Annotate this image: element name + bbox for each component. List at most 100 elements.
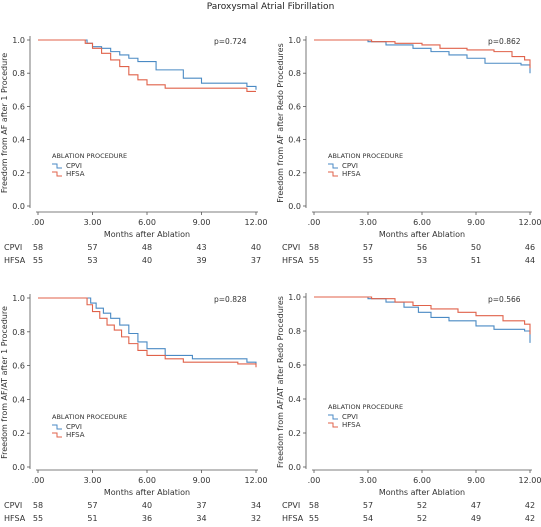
risk-count: 57 bbox=[363, 501, 373, 510]
legend-label-hfsa: HFSA bbox=[66, 170, 85, 178]
y-tick-label: 0.2 bbox=[12, 429, 25, 438]
legend-swatch-cpvi bbox=[328, 414, 338, 420]
risk-count: 40 bbox=[251, 243, 261, 252]
risk-count: 42 bbox=[525, 514, 535, 523]
y-tick-label: 0.2 bbox=[288, 169, 301, 178]
x-tick-label: 9.00 bbox=[467, 218, 485, 227]
risk-count: 51 bbox=[87, 514, 97, 523]
legend-title: ABLATION PROCEDURE bbox=[52, 413, 127, 421]
x-tick-label: 6.00 bbox=[138, 218, 156, 227]
risk-row-label: CPVI bbox=[4, 501, 22, 510]
km-curve-cpvi bbox=[314, 296, 531, 343]
x-tick-label: .00 bbox=[308, 218, 321, 227]
y-tick-label: 0.4 bbox=[288, 395, 301, 404]
km-panel-4: 0.0 0.2 0.4 0.6 0.8 1.0 .00 3.00 6.00 9.00 12.00 Mo… bbox=[276, 293, 541, 523]
risk-count: 55 bbox=[309, 514, 319, 523]
risk-count: 34 bbox=[196, 514, 206, 523]
risk-count: 52 bbox=[417, 514, 427, 523]
risk-count: 39 bbox=[196, 256, 206, 265]
y-tick-label: 0.2 bbox=[288, 429, 301, 438]
x-axis-label: Months after Ablation bbox=[379, 488, 465, 497]
risk-count: 34 bbox=[251, 501, 261, 510]
p-value-label: p=0.724 bbox=[214, 37, 247, 46]
risk-row-label: CPVI bbox=[4, 243, 22, 252]
legend-label-hfsa: HFSA bbox=[66, 431, 85, 439]
risk-count: 37 bbox=[196, 501, 206, 510]
risk-row-label: HFSA bbox=[4, 514, 26, 523]
y-tick-label: 0.8 bbox=[288, 327, 301, 336]
legend-swatch-hfsa bbox=[52, 171, 62, 177]
risk-row-label: CPVI bbox=[282, 501, 300, 510]
x-tick-label: 12.00 bbox=[519, 218, 541, 227]
risk-count: 50 bbox=[471, 243, 481, 252]
x-tick-label: .00 bbox=[32, 476, 45, 485]
p-value-label: p=0.828 bbox=[214, 295, 247, 304]
km-curve-cpvi bbox=[38, 297, 257, 364]
km-panel-2: 0.0 0.2 0.4 0.6 0.8 1.0 .00 3.00 6.00 9.00 12.00 Mo… bbox=[276, 36, 541, 265]
risk-count: 43 bbox=[196, 243, 206, 252]
legend-label-cpvi: CPVI bbox=[342, 162, 358, 170]
legend-swatch-hfsa bbox=[52, 432, 62, 438]
y-tick-label: 0.6 bbox=[12, 102, 25, 111]
risk-count: 36 bbox=[142, 514, 152, 523]
x-tick-label: 12.00 bbox=[245, 218, 268, 227]
p-value-label: p=0.862 bbox=[488, 37, 521, 46]
legend-title: ABLATION PROCEDURE bbox=[52, 152, 127, 160]
legend-swatch-hfsa bbox=[328, 422, 338, 428]
legend-swatch-hfsa bbox=[328, 171, 338, 177]
km-curve-hfsa bbox=[38, 297, 257, 368]
risk-count: 53 bbox=[417, 256, 427, 265]
y-tick-label: 0.0 bbox=[288, 463, 301, 472]
km-curve-hfsa bbox=[314, 39, 531, 69]
y-axis-label: Freedom from AF/AT after 1 Procedure bbox=[0, 306, 9, 459]
risk-count: 55 bbox=[309, 256, 319, 265]
p-value-label: p=0.566 bbox=[488, 295, 521, 304]
legend-swatch-cpvi bbox=[328, 163, 338, 169]
risk-count: 58 bbox=[309, 501, 319, 510]
x-tick-label: .00 bbox=[32, 218, 45, 227]
risk-count: 58 bbox=[309, 243, 319, 252]
risk-count: 44 bbox=[525, 256, 535, 265]
x-tick-label: 6.00 bbox=[413, 476, 431, 485]
risk-count: 57 bbox=[87, 501, 97, 510]
x-axis-label: Months after Ablation bbox=[104, 488, 190, 497]
risk-row-label: HFSA bbox=[282, 256, 304, 265]
y-tick-label: 0.4 bbox=[12, 395, 25, 404]
risk-count: 56 bbox=[417, 243, 427, 252]
y-axis-label: Freedom from AF after Redo Procedures bbox=[276, 43, 285, 203]
legend-label-cpvi: CPVI bbox=[66, 423, 82, 431]
y-tick-label: 0.4 bbox=[12, 136, 25, 145]
y-tick-label: 0.6 bbox=[12, 362, 25, 371]
risk-count: 51 bbox=[471, 256, 481, 265]
y-tick-label: 0.0 bbox=[12, 463, 25, 472]
y-tick-label: 0.0 bbox=[288, 202, 301, 211]
x-tick-label: 3.00 bbox=[84, 218, 102, 227]
y-tick-label: 1.0 bbox=[12, 294, 25, 303]
legend-swatch-cpvi bbox=[52, 424, 62, 430]
y-tick-label: 0.4 bbox=[288, 136, 301, 145]
x-tick-label: 6.00 bbox=[138, 476, 156, 485]
legend-title: ABLATION PROCEDURE bbox=[328, 403, 403, 411]
figure-title: Paroxysmal Atrial Fibrillation bbox=[206, 2, 335, 12]
risk-count: 49 bbox=[471, 514, 481, 523]
y-tick-label: 0.6 bbox=[288, 361, 301, 370]
y-tick-label: 1.0 bbox=[288, 293, 301, 302]
risk-count: 55 bbox=[363, 256, 373, 265]
legend-label-cpvi: CPVI bbox=[342, 413, 358, 421]
y-tick-label: 1.0 bbox=[288, 36, 301, 45]
y-axis-label: Freedom from AF after 1 Procedure bbox=[0, 53, 9, 193]
risk-count: 52 bbox=[417, 501, 427, 510]
x-tick-label: 9.00 bbox=[467, 476, 485, 485]
x-tick-label: 6.00 bbox=[413, 218, 431, 227]
risk-count: 42 bbox=[525, 501, 535, 510]
risk-count: 57 bbox=[87, 243, 97, 252]
risk-count: 37 bbox=[251, 256, 261, 265]
risk-count: 58 bbox=[33, 243, 43, 252]
risk-count: 57 bbox=[363, 243, 373, 252]
risk-count: 48 bbox=[142, 243, 152, 252]
risk-count: 40 bbox=[142, 501, 152, 510]
risk-count: 40 bbox=[142, 256, 152, 265]
y-tick-label: 0.6 bbox=[288, 102, 301, 111]
risk-count: 58 bbox=[33, 501, 43, 510]
risk-count: 53 bbox=[87, 256, 97, 265]
